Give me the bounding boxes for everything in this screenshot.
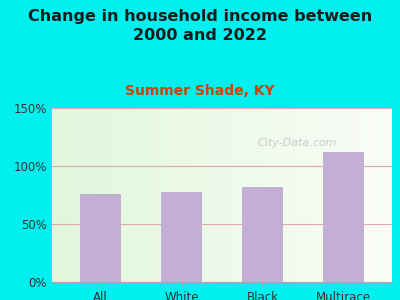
Bar xyxy=(80,194,121,282)
Bar xyxy=(323,152,364,282)
Text: City-Data.com: City-Data.com xyxy=(257,138,336,148)
Text: Summer Shade, KY: Summer Shade, KY xyxy=(125,84,275,98)
Bar xyxy=(242,187,283,282)
Text: Change in household income between
2000 and 2022: Change in household income between 2000 … xyxy=(28,9,372,43)
Bar xyxy=(161,191,202,282)
